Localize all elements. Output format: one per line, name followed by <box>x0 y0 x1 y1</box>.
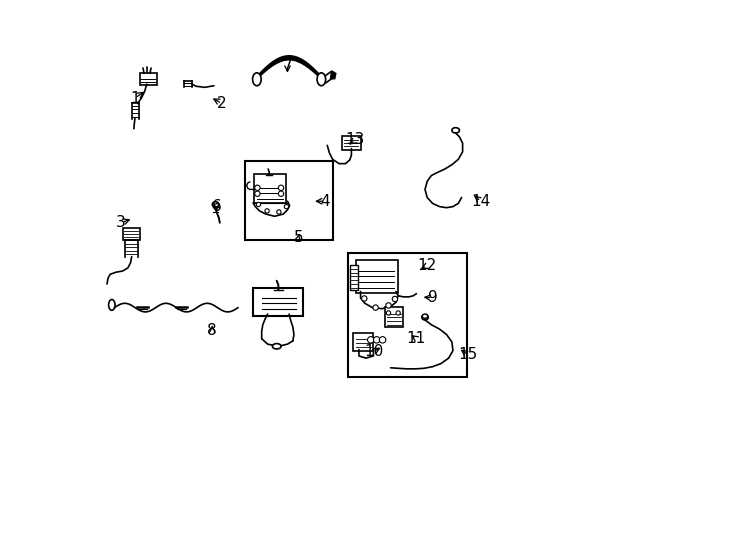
Circle shape <box>256 202 261 207</box>
Text: 8: 8 <box>208 323 217 338</box>
FancyBboxPatch shape <box>353 333 374 350</box>
FancyBboxPatch shape <box>356 260 398 293</box>
FancyBboxPatch shape <box>253 288 303 316</box>
Circle shape <box>255 185 260 191</box>
Text: 6: 6 <box>211 199 222 214</box>
Text: 13: 13 <box>346 132 365 147</box>
Text: 7: 7 <box>283 59 292 75</box>
Circle shape <box>386 311 390 315</box>
FancyBboxPatch shape <box>254 174 286 203</box>
Bar <box>244 161 333 240</box>
FancyBboxPatch shape <box>139 73 157 85</box>
Ellipse shape <box>452 127 459 133</box>
Circle shape <box>386 303 391 308</box>
Ellipse shape <box>109 300 115 310</box>
Polygon shape <box>330 71 336 79</box>
Text: 5: 5 <box>294 230 303 245</box>
Ellipse shape <box>422 314 428 319</box>
Circle shape <box>278 185 284 191</box>
Circle shape <box>379 336 386 343</box>
FancyBboxPatch shape <box>342 136 361 150</box>
Text: 14: 14 <box>471 194 490 209</box>
Circle shape <box>362 296 367 301</box>
Circle shape <box>265 209 269 213</box>
Ellipse shape <box>272 343 281 349</box>
Ellipse shape <box>212 202 219 207</box>
FancyBboxPatch shape <box>350 265 358 290</box>
Ellipse shape <box>252 73 261 86</box>
Circle shape <box>278 191 284 197</box>
Circle shape <box>277 210 281 214</box>
Text: 2: 2 <box>217 96 227 111</box>
Circle shape <box>374 336 380 343</box>
Ellipse shape <box>317 73 326 86</box>
Ellipse shape <box>422 315 428 320</box>
Text: 11: 11 <box>407 331 426 346</box>
Text: 10: 10 <box>364 344 383 359</box>
Text: 3: 3 <box>116 215 126 230</box>
Circle shape <box>392 296 398 302</box>
FancyBboxPatch shape <box>385 307 403 327</box>
Text: 12: 12 <box>418 258 437 273</box>
Text: 9: 9 <box>428 291 437 306</box>
Circle shape <box>368 336 374 343</box>
Circle shape <box>255 191 260 197</box>
Circle shape <box>284 205 288 209</box>
Bar <box>348 253 468 377</box>
Text: 1: 1 <box>130 91 139 106</box>
Text: 4: 4 <box>320 194 330 209</box>
Text: 15: 15 <box>458 347 478 362</box>
Circle shape <box>396 311 400 315</box>
FancyBboxPatch shape <box>123 227 139 240</box>
Circle shape <box>373 305 378 310</box>
